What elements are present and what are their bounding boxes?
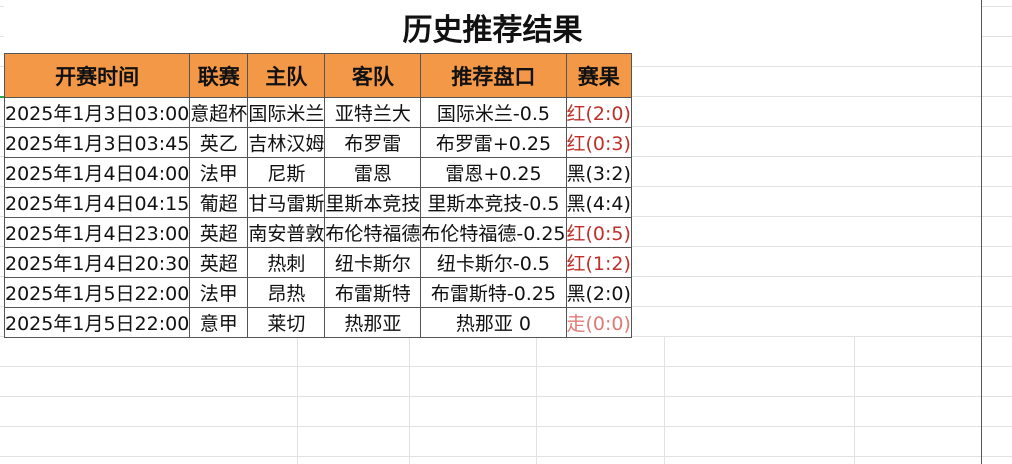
cell-time[interactable]: 2025年1月3日03:00 xyxy=(3,97,191,128)
cell-pick[interactable]: 布罗雷+0.25 xyxy=(420,127,567,158)
cell-pick[interactable]: 雷恩+0.25 xyxy=(420,157,567,188)
cell-home[interactable]: 热刺 xyxy=(247,247,326,278)
cell-result[interactable]: 红(2:0) xyxy=(565,97,632,128)
cell-result[interactable]: 红(1:2) xyxy=(565,247,632,278)
cell-result[interactable]: 红(0:3) xyxy=(565,127,632,158)
grid-line xyxy=(981,0,982,464)
cell-home[interactable]: 昂热 xyxy=(247,277,326,308)
grid-line xyxy=(409,336,410,464)
cell-time[interactable]: 2025年1月4日20:30 xyxy=(3,247,191,278)
header-home[interactable]: 主队 xyxy=(247,53,326,98)
cell-league[interactable]: 葡超 xyxy=(189,187,249,218)
header-row: 开赛时间 联赛 主队 客队 推荐盘口 赛果 xyxy=(3,53,632,98)
cell-pick[interactable]: 布雷斯特-0.25 xyxy=(420,277,567,308)
cell-away[interactable]: 布罗雷 xyxy=(324,127,422,158)
cell-home[interactable]: 尼斯 xyxy=(247,157,326,188)
cell-result[interactable]: 走(0:0) xyxy=(565,307,632,338)
header-pick[interactable]: 推荐盘口 xyxy=(420,53,567,98)
cell-home[interactable]: 甘马雷斯 xyxy=(247,187,326,218)
table-row: 2025年1月4日04:00 法甲 尼斯 雷恩 雷恩+0.25 黑(3:2) xyxy=(3,157,632,188)
cell-time[interactable]: 2025年1月4日04:00 xyxy=(3,157,191,188)
cell-time[interactable]: 2025年1月5日22:00 xyxy=(3,307,191,338)
cell-away[interactable]: 亚特兰大 xyxy=(324,97,422,128)
cell-away[interactable]: 纽卡斯尔 xyxy=(324,247,422,278)
results-table: 开赛时间 联赛 主队 客队 推荐盘口 赛果 2025年1月3日03:00 意超杯国… xyxy=(3,53,632,338)
cell-pick[interactable]: 热那亚 0 xyxy=(420,307,567,338)
cell-pick[interactable]: 纽卡斯尔-0.5 xyxy=(420,247,567,278)
cell-result[interactable]: 红(0:5) xyxy=(565,217,632,248)
cell-pick[interactable]: 里斯本竞技-0.5 xyxy=(420,187,567,218)
table-row: 2025年1月5日22:00 法甲 昂热 布雷斯特 布雷斯特-0.25 黑(2:0) xyxy=(3,277,632,308)
cell-away[interactable]: 布雷斯特 xyxy=(324,277,422,308)
table-row: 2025年1月3日03:45 英乙 吉林汉姆 布罗雷 布罗雷+0.25 红(0:3) xyxy=(3,127,632,158)
cell-pick[interactable]: 国际米兰-0.5 xyxy=(420,97,567,128)
table-row: 2025年1月3日03:00 意超杯 国际米兰 亚特兰大 国际米兰-0.5 红(2:0) xyxy=(3,97,632,128)
cell-time[interactable]: 2025年1月3日03:45 xyxy=(3,127,191,158)
table-row: 2025年1月4日23:00 英超 南安普敦 布伦特福德 布伦特福德-0.25 红(0:5… xyxy=(3,217,632,248)
cell-result[interactable]: 黑(4:4) xyxy=(565,187,632,218)
cell-home[interactable]: 南安普敦 xyxy=(247,217,326,248)
grid-line xyxy=(297,336,298,464)
grid-line xyxy=(664,336,665,464)
cell-time[interactable]: 2025年1月4日04:15 xyxy=(3,187,191,218)
cell-pick[interactable]: 布伦特福德-0.25 xyxy=(420,217,567,248)
cell-home[interactable]: 国际米兰 xyxy=(247,97,326,128)
cell-away[interactable]: 雷恩 xyxy=(324,157,422,188)
cell-home[interactable]: 莱切 xyxy=(247,307,326,338)
cell-league[interactable]: 意超杯 xyxy=(189,97,249,128)
header-league[interactable]: 联赛 xyxy=(189,53,249,98)
cell-result[interactable]: 黑(3:2) xyxy=(565,157,632,188)
cell-away[interactable]: 里斯本竞技 xyxy=(324,187,422,218)
cell-league[interactable]: 英超 xyxy=(189,247,249,278)
row-marker xyxy=(0,96,4,98)
cell-league[interactable]: 法甲 xyxy=(189,277,249,308)
cell-time[interactable]: 2025年1月5日22:00 xyxy=(3,277,191,308)
table-row: 2025年1月4日20:30 英超 热刺 纽卡斯尔 纽卡斯尔-0.5 红(1:2) xyxy=(3,247,632,278)
cell-league[interactable]: 英超 xyxy=(189,217,249,248)
cell-league[interactable]: 意甲 xyxy=(189,307,249,338)
header-away[interactable]: 客队 xyxy=(324,53,422,98)
cell-away[interactable]: 热那亚 xyxy=(324,307,422,338)
table-row: 2025年1月5日22:00 意甲 莱切 热那亚 热那亚 0 走(0:0) xyxy=(3,307,632,338)
cell-league[interactable]: 英乙 xyxy=(189,127,249,158)
cell-home[interactable]: 吉林汉姆 xyxy=(247,127,326,158)
cell-result[interactable]: 黑(2:0) xyxy=(565,277,632,308)
header-result[interactable]: 赛果 xyxy=(565,53,632,98)
grid-line xyxy=(854,336,855,464)
cell-time[interactable]: 2025年1月4日23:00 xyxy=(3,217,191,248)
table-row: 2025年1月4日04:15 葡超 甘马雷斯 里斯本竞技 里斯本竞技-0.5 黑(4:4) xyxy=(3,187,632,218)
sheet-title[interactable]: 历史推荐结果 xyxy=(4,0,981,53)
cell-league[interactable]: 法甲 xyxy=(189,157,249,188)
cell-away[interactable]: 布伦特福德 xyxy=(324,217,422,248)
header-time[interactable]: 开赛时间 xyxy=(3,53,191,98)
grid-line xyxy=(536,336,537,464)
